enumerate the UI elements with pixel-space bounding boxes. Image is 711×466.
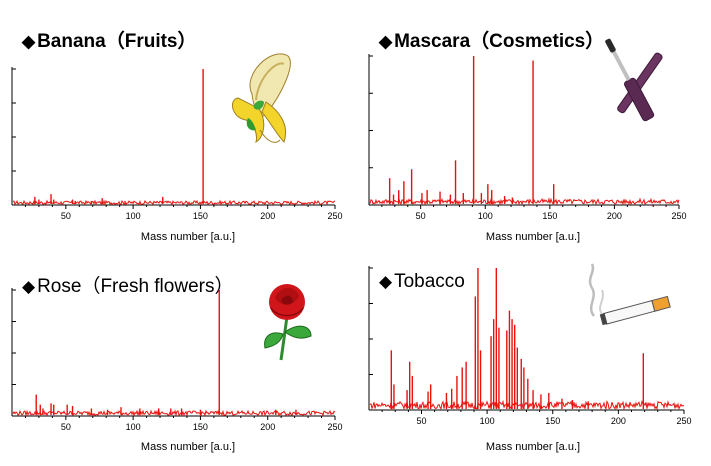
chart-title-category: （Fresh flowers） [81, 276, 234, 297]
x-axis-label: Mass number [a.u.] [141, 441, 235, 453]
chart-title-name: Tobacco [394, 271, 465, 292]
x-tick-label: 150 [542, 211, 557, 221]
spectrum-baseline [369, 399, 685, 411]
chart-title-category: （Cosmetics） [470, 31, 605, 52]
x-tick-label: 200 [607, 211, 622, 221]
x-tick-label: 200 [260, 211, 275, 221]
chart-title: ◆ Rose（Fresh flowers） [22, 271, 233, 298]
chart-title-name: Banana [37, 31, 106, 52]
diamond-bullet-icon: ◆ [22, 32, 36, 51]
x-tick-label: 50 [416, 211, 426, 221]
x-tick-label: 50 [416, 416, 426, 426]
x-tick-label: 100 [126, 422, 141, 432]
x-tick-label: 200 [611, 416, 626, 426]
x-tick-label: 200 [260, 422, 275, 432]
diamond-bullet-icon: ◆ [379, 272, 393, 291]
x-tick-label: 250 [676, 416, 691, 426]
x-tick-label: 150 [193, 211, 208, 221]
x-tick-label: 250 [327, 422, 342, 432]
spectrum-baseline [12, 199, 336, 207]
chart-title: ◆ Tobacco [379, 271, 465, 293]
x-tick-label: 50 [61, 211, 71, 221]
chart-title: ◆ Banana（Fruits） [22, 26, 197, 53]
x-axis-label: Mass number [a.u.] [141, 231, 235, 243]
x-axis-label: Mass number [a.u.] [486, 441, 580, 453]
chart-title-name: Rose [37, 276, 82, 297]
x-tick-label: 150 [193, 422, 208, 432]
diamond-bullet-icon: ◆ [22, 277, 36, 296]
x-tick-label: 150 [545, 416, 560, 426]
x-tick-label: 50 [61, 422, 71, 432]
x-tick-label: 100 [126, 211, 141, 221]
x-tick-label: 250 [671, 211, 686, 221]
diamond-bullet-icon: ◆ [379, 32, 393, 51]
chart-title: ◆ Mascara（Cosmetics） [379, 26, 604, 53]
chart-title-category: （Fruits） [105, 31, 197, 52]
x-axis-label: Mass number [a.u.] [486, 231, 580, 243]
x-tick-label: 100 [480, 416, 495, 426]
x-tick-label: 100 [478, 211, 493, 221]
x-tick-label: 250 [327, 211, 342, 221]
chart-title-name: Mascara [394, 31, 471, 52]
